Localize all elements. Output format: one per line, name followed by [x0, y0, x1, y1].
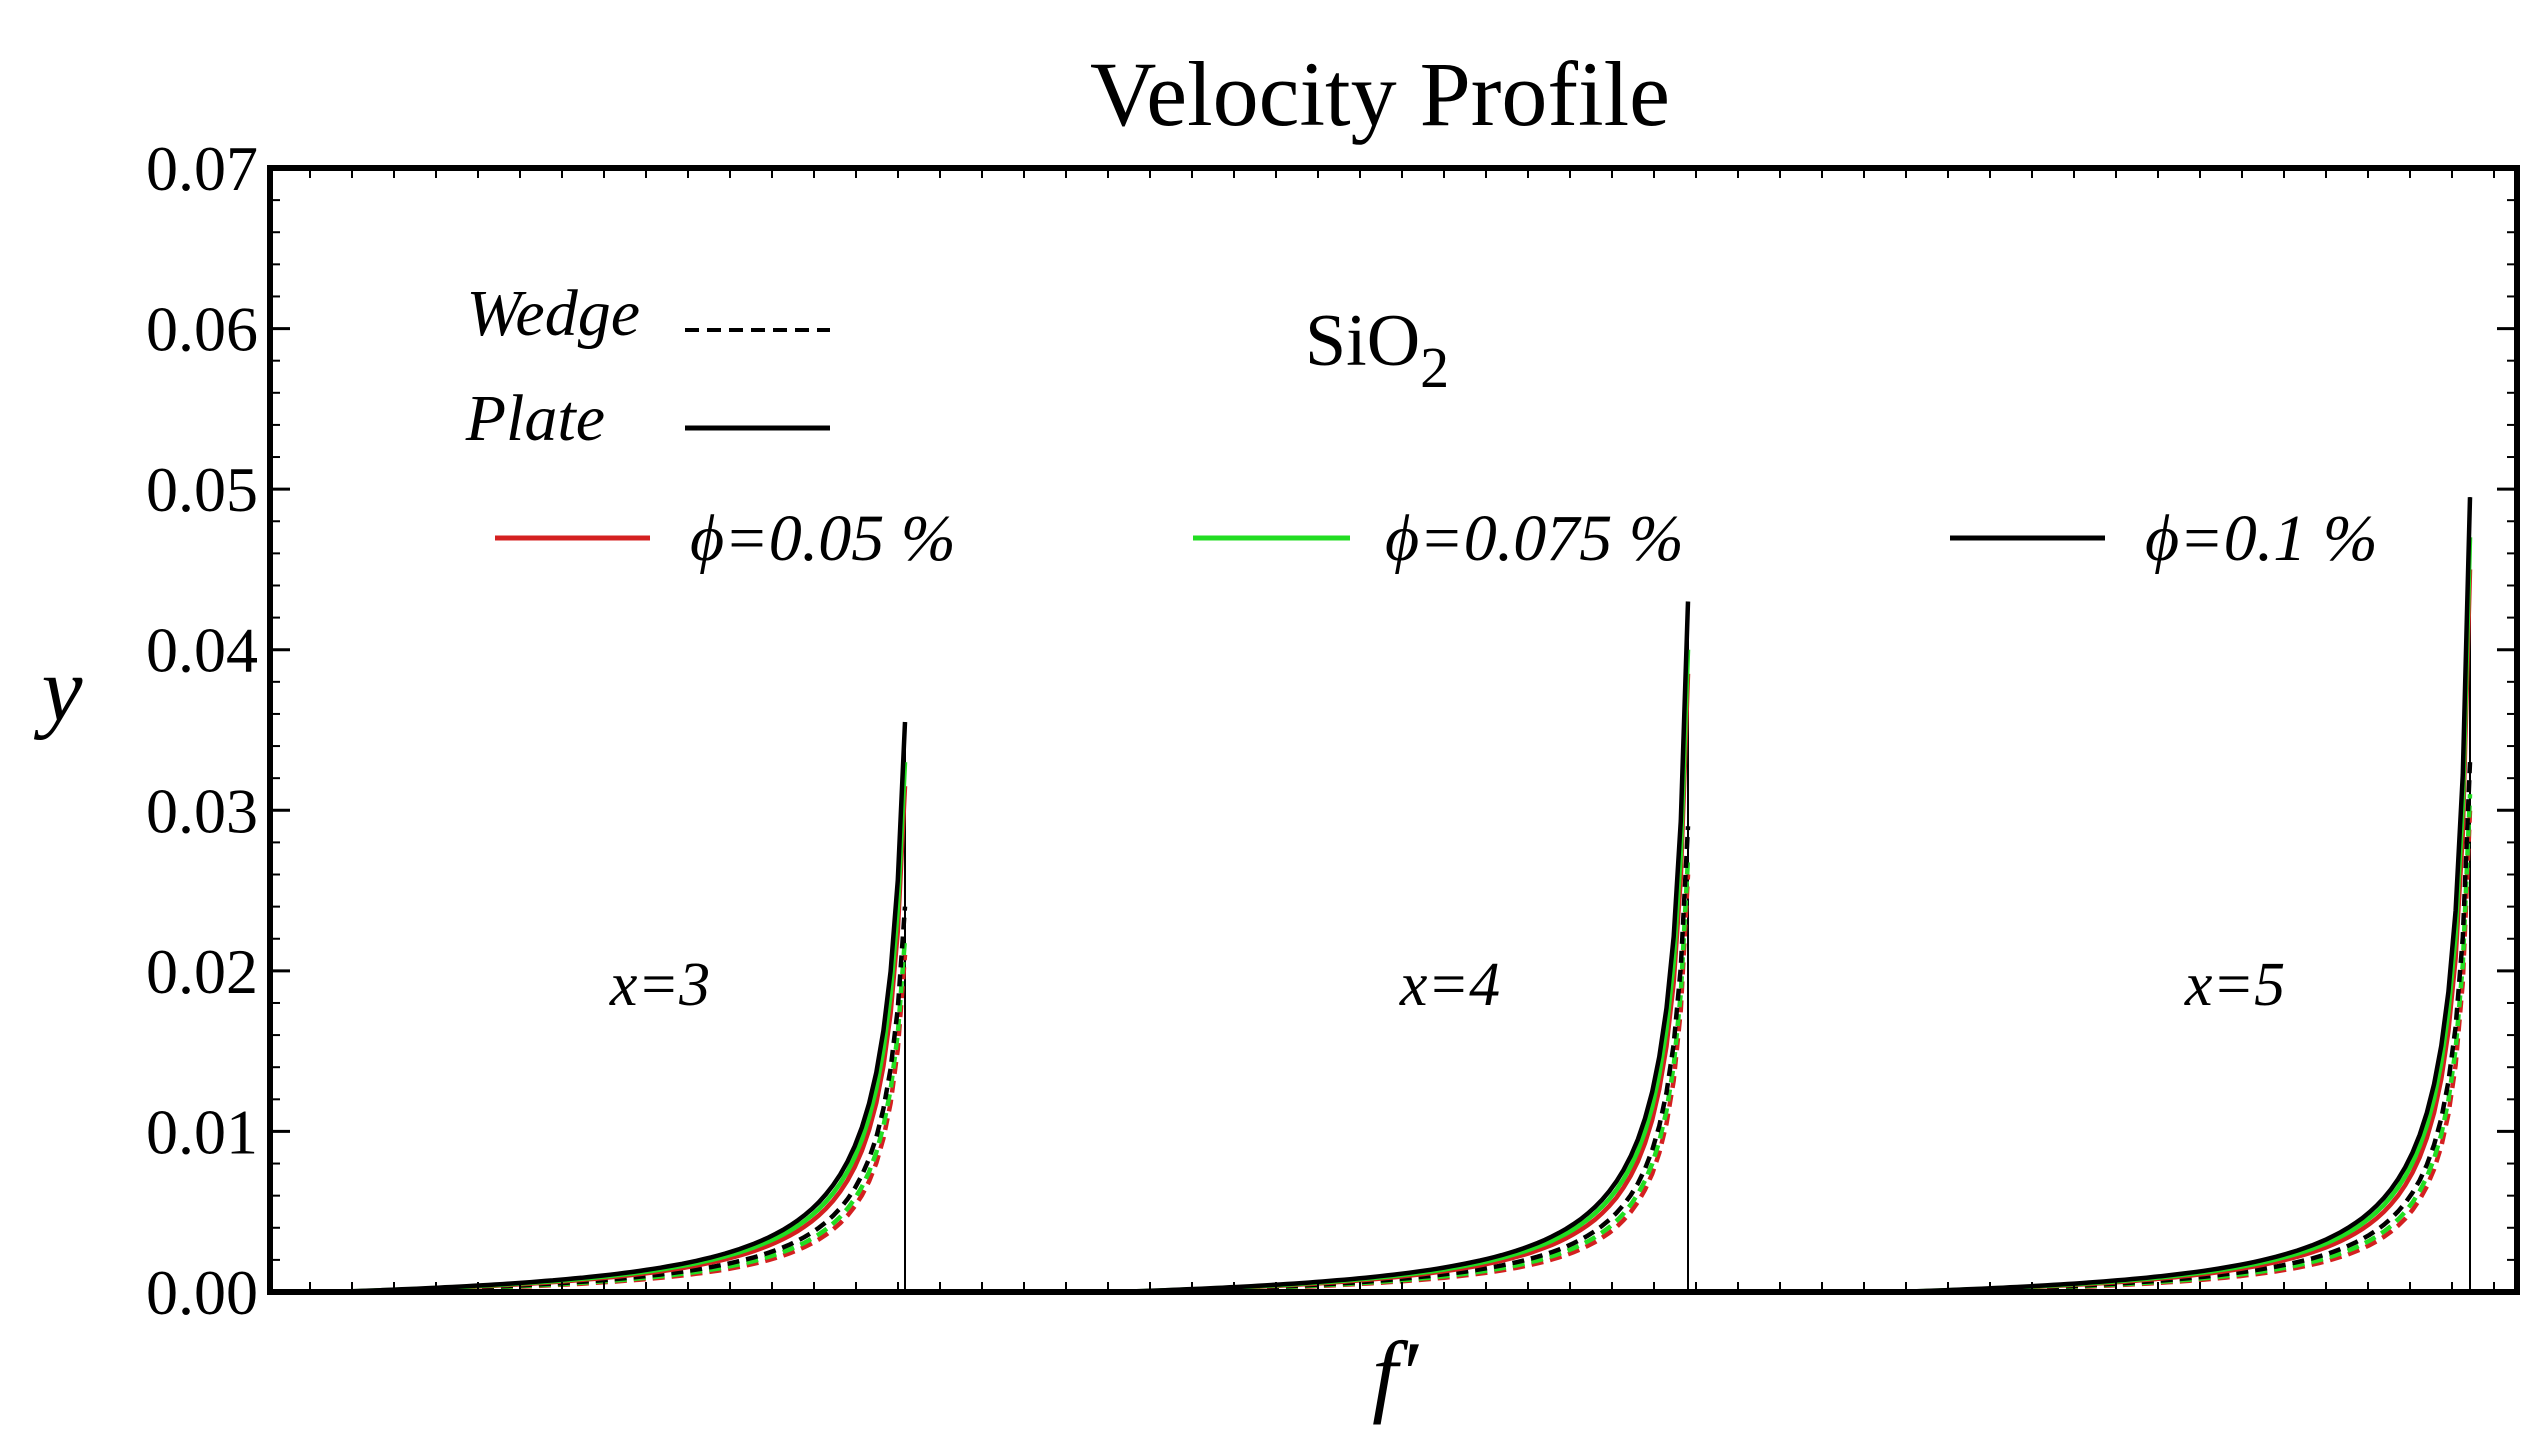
group-label-x5: x=5	[2184, 951, 2285, 1019]
plot-area	[267, 165, 2520, 1295]
y-tick-label: 0.01	[146, 1096, 258, 1167]
curve-plate-phi0-group2	[1894, 569, 2473, 1295]
y-tick-labels: 0.00 0.01 0.02 0.03 0.04 0.05 0.06 0.07	[146, 133, 258, 1328]
legend-phi-0.075-label: ϕ=0.075 %	[1385, 502, 1684, 575]
y-tick-label: 0.02	[146, 936, 258, 1007]
y-axis-label: y	[34, 638, 83, 740]
plot-frame	[267, 165, 2520, 1295]
legend-wedge-label: Wedge	[466, 277, 640, 350]
curve-plate-phi1-group2	[1894, 537, 2473, 1295]
style-legend: Wedge Plate	[465, 277, 830, 455]
curve-wedge-phi0-group1	[1114, 874, 1691, 1295]
curve-wedge-phi2-group1	[1114, 826, 1691, 1295]
curve-wedge-phi0-group2	[1894, 810, 2473, 1295]
y-tick-label: 0.07	[146, 133, 258, 204]
curve-plate-phi2-group0	[329, 721, 908, 1295]
curve-plate-phi2-group1	[1114, 601, 1691, 1295]
y-tick-label: 0.06	[146, 294, 258, 365]
curve-plate-phi0-group0	[329, 786, 908, 1295]
material-label: SiO2	[1305, 300, 1449, 400]
y-tick-label: 0.05	[146, 454, 258, 525]
y-tick-label: 0.03	[146, 775, 258, 846]
group-label-x4: x=4	[1399, 951, 1500, 1019]
legend-phi-0.05-label: ϕ=0.05 %	[690, 502, 956, 575]
legend-phi-0.1-label: ϕ=0.1 %	[2145, 502, 2378, 575]
material-subscript: 2	[1420, 335, 1449, 400]
curve-wedge-phi1-group2	[1894, 794, 2473, 1295]
y-tick-label: 0.04	[146, 615, 258, 686]
phi-legend: ϕ=0.05 % ϕ=0.075 % ϕ=0.1 %	[495, 502, 2378, 575]
x-axis-label: f′	[1372, 1323, 1420, 1425]
curves-layer	[329, 497, 2473, 1295]
chart-title: Velocity Profile	[1090, 43, 1670, 145]
material-base: SiO	[1305, 300, 1420, 382]
y-tick-label: 0.00	[146, 1257, 258, 1328]
curve-plate-phi2-group2	[1894, 497, 2473, 1295]
legend-plate-label: Plate	[465, 382, 605, 455]
group-label-x3: x=3	[609, 951, 710, 1019]
